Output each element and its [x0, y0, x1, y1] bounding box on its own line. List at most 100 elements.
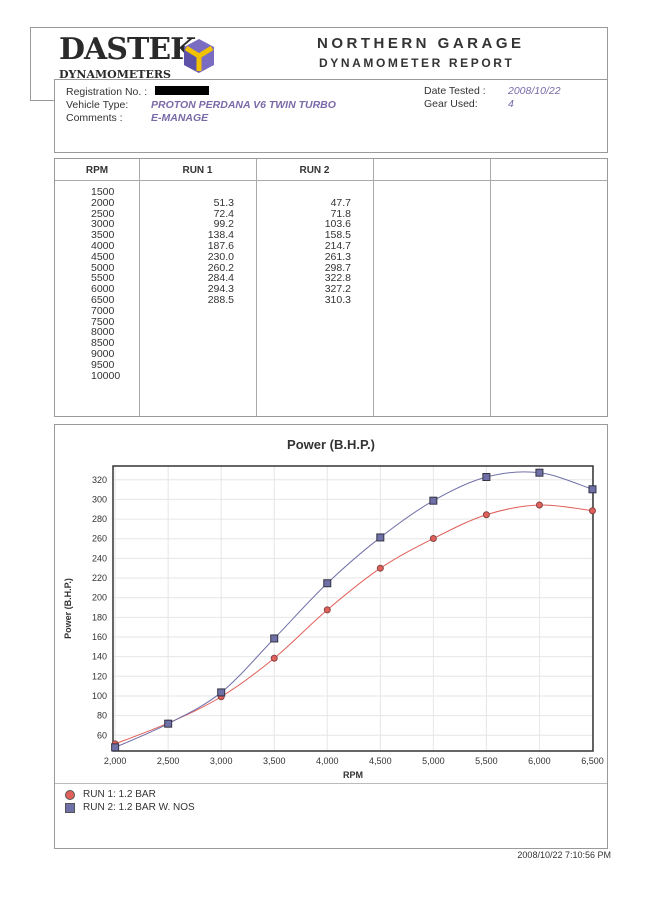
cube-logo-icon [184, 39, 214, 73]
y-axis-label: Power (B.H.P.) [63, 578, 73, 639]
x-tick-label: 6,500 [581, 756, 604, 766]
x-tick-label: 2,500 [157, 756, 180, 766]
rpm-cell: 4500 [91, 250, 115, 263]
run1-cell: 260.2 [207, 261, 234, 274]
run1-cell: 294.3 [207, 283, 234, 296]
x-tick-label: 5,000 [422, 756, 445, 766]
y-tick-label: 60 [97, 730, 107, 740]
rpm-cell: 1500 [91, 186, 115, 198]
vehicle-info: Registration No. : Vehicle Type: PROTON … [54, 79, 608, 153]
data-point-run1 [588, 507, 596, 515]
header-rpm: RPM [85, 165, 109, 176]
vehicle-type-label: Vehicle Type: [66, 99, 129, 111]
rpm-cell: 3500 [91, 229, 115, 242]
rpm-cell: 6000 [91, 283, 115, 296]
rpm-cell: 3000 [91, 218, 115, 231]
rpm-cell: 10000 [91, 369, 121, 382]
legend-run2-label: RUN 2: 1.2 BAR W. NOS [83, 802, 195, 813]
run1-cell: 72.4 [213, 207, 234, 220]
print-timestamp: 2008/10/22 7:10:56 PM [517, 850, 611, 860]
logo-text: DASTEK [59, 32, 196, 67]
run2-cell: 47.7 [330, 196, 351, 209]
data-point-run2 [588, 485, 597, 494]
run1-cell: 187.6 [207, 240, 234, 252]
run2-cell: 71.8 [330, 207, 351, 220]
data-point-run2 [482, 473, 491, 482]
y-tick-label: 100 [92, 691, 107, 701]
data-point-run1 [270, 654, 278, 662]
report-title: DYNAMOMETER REPORT [319, 56, 515, 70]
run2-cell: 322.8 [324, 272, 351, 285]
data-point-run1 [376, 564, 384, 572]
power-chart-panel: Power (B.H.P.) 60 80 100 120 140 160 180 200 220… [54, 424, 608, 849]
run2-cell: 298.7 [324, 261, 351, 274]
x-tick-label: 4,000 [316, 756, 339, 766]
run2-cell: 214.7 [324, 240, 351, 252]
run1-cell: 284.4 [207, 272, 234, 285]
y-tick-label: 220 [92, 573, 107, 583]
vehicle-type-value: PROTON PERDANA V6 TWIN TURBO [151, 99, 336, 111]
x-tick-label: 4,500 [369, 756, 392, 766]
date-tested-value: 2008/10/22 [508, 85, 561, 97]
legend-run1-label: RUN 1: 1.2 BAR [83, 789, 156, 800]
series-line-run2 [114, 471, 593, 748]
comments-label: Comments : [66, 112, 123, 124]
comments-value: E-MANAGE [151, 112, 209, 124]
x-tick-label: 2,000 [104, 756, 127, 766]
run2-cell: 327.2 [324, 283, 351, 296]
y-tick-label: 120 [92, 671, 107, 681]
y-tick-label: 160 [92, 632, 107, 642]
run2-cell: 261.3 [324, 250, 351, 263]
rpm-cell: 7000 [91, 304, 115, 317]
dastek-logo: DASTEK DYNAMOMETERS [59, 32, 214, 94]
rpm-cell: 2500 [91, 207, 115, 220]
header-run1: RUN 1 [182, 165, 213, 176]
registration-label: Registration No. : [66, 86, 148, 98]
rpm-cell: 9500 [91, 358, 115, 371]
y-tick-label: 260 [92, 534, 107, 544]
x-tick-label: 6,000 [528, 756, 551, 766]
x-axis-label: RPM [343, 770, 363, 780]
rpm-cell: 5000 [91, 261, 115, 274]
chart-title: Power (B.H.P.) [287, 437, 375, 452]
run1-cell: 51.3 [213, 196, 234, 209]
rpm-cell: 9000 [91, 348, 115, 360]
date-tested-label: Date Tested : [424, 85, 486, 97]
y-tick-label: 200 [92, 593, 107, 603]
legend-run2: RUN 2: 1.2 BAR W. NOS [65, 801, 195, 814]
header-run2: RUN 2 [299, 165, 330, 176]
circle-marker-icon [65, 789, 75, 800]
run2-cell: 158.5 [324, 229, 351, 242]
rpm-cell: 5500 [91, 272, 115, 285]
run2-cell: 103.6 [324, 218, 351, 231]
data-point-run2 [535, 468, 544, 477]
gear-used-label: Gear Used: [424, 98, 478, 110]
data-point-run2 [164, 719, 173, 728]
redacted-registration [155, 86, 209, 95]
results-table: RPM RUN 1 RUN 2 1500 2000 51.3 47.7 2500 72.4… [54, 158, 608, 417]
data-point-run2 [376, 533, 385, 542]
run2-cell: 310.3 [324, 294, 351, 306]
gear-used-value: 4 [508, 98, 514, 110]
plot-frame [112, 465, 594, 752]
y-tick-label: 140 [92, 652, 107, 662]
garage-title: NORTHERN GARAGE [317, 35, 525, 52]
rpm-cell: 2000 [91, 196, 115, 209]
y-tick-label: 320 [92, 475, 107, 485]
data-point-run2 [111, 743, 120, 752]
data-point-run1 [323, 606, 331, 614]
data-point-run2 [217, 688, 226, 697]
run1-cell: 99.2 [213, 218, 234, 231]
rpm-cell: 7500 [91, 315, 115, 328]
data-point-run1 [429, 535, 437, 543]
y-tick-label: 180 [92, 612, 107, 622]
y-tick-label: 80 [97, 711, 107, 721]
data-point-run1 [482, 511, 490, 519]
series-line-run1 [114, 504, 593, 745]
run1-cell: 288.5 [207, 294, 234, 306]
x-tick-label: 3,500 [263, 756, 286, 766]
run1-cell: 138.4 [207, 229, 234, 242]
rpm-cell: 4000 [91, 240, 115, 252]
data-point-run2 [323, 579, 332, 588]
legend-run1: RUN 1: 1.2 BAR [65, 788, 195, 801]
